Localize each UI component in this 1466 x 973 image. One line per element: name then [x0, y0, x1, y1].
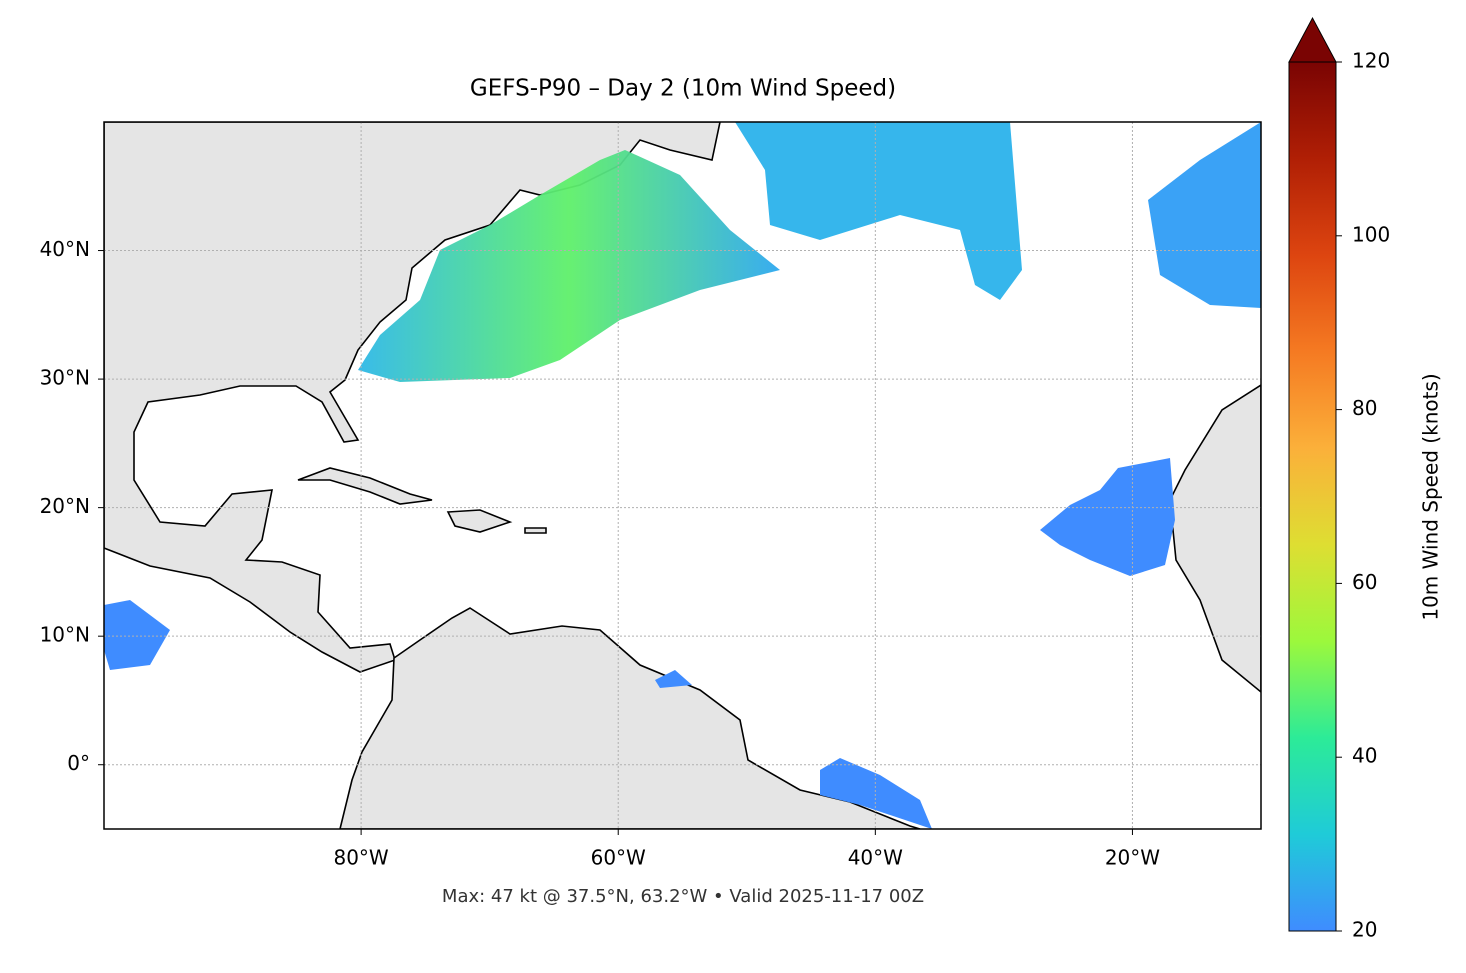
- footer-note: Max: 47 kt @ 37.5°N, 63.2°W • Valid 2025…: [442, 886, 924, 907]
- north-america: [104, 122, 721, 673]
- y-tick-label: 40°N: [40, 237, 90, 261]
- colorbar-extend: [1288, 16, 1337, 63]
- cuba: [297, 467, 433, 505]
- wind-swath: [358, 150, 780, 382]
- colorbar: [1288, 61, 1337, 932]
- wind-swath: [735, 122, 1022, 300]
- wind-swath: [1040, 458, 1175, 576]
- graticule: [104, 122, 1261, 829]
- colorbar-label: 10m Wind Speed (knots): [1419, 373, 1443, 620]
- puerto-rico: [524, 527, 547, 534]
- map-title: GEFS-P90 – Day 2 (10m Wind Speed): [470, 76, 896, 102]
- hispaniola: [446, 509, 513, 533]
- y-tick-label: 0°: [67, 751, 90, 775]
- wind-swath: [104, 600, 170, 670]
- y-tick-label: 20°N: [40, 494, 90, 518]
- colorbar-tick-label: 40: [1352, 744, 1377, 768]
- x-tick-label: 60°W: [591, 846, 646, 870]
- colorbar-tick-label: 80: [1352, 396, 1377, 420]
- colorbar-tick-label: 120: [1352, 49, 1390, 73]
- x-tick-label: 20°W: [1105, 846, 1160, 870]
- x-tick-label: 40°W: [848, 846, 903, 870]
- map-area: [104, 122, 1261, 829]
- wind-swath: [655, 670, 692, 688]
- colorbar-tick-label: 20: [1352, 918, 1377, 942]
- x-tick-label: 80°W: [333, 846, 388, 870]
- y-tick-label: 30°N: [40, 366, 90, 390]
- colorbar-tick-label: 60: [1352, 570, 1377, 594]
- wind-swath: [820, 758, 932, 829]
- africa: [1169, 384, 1261, 694]
- colorbar-tick-label: 100: [1352, 222, 1390, 246]
- y-tick-label: 10°N: [40, 623, 90, 647]
- wind-swath: [1148, 122, 1261, 308]
- map-frame: [103, 121, 1262, 830]
